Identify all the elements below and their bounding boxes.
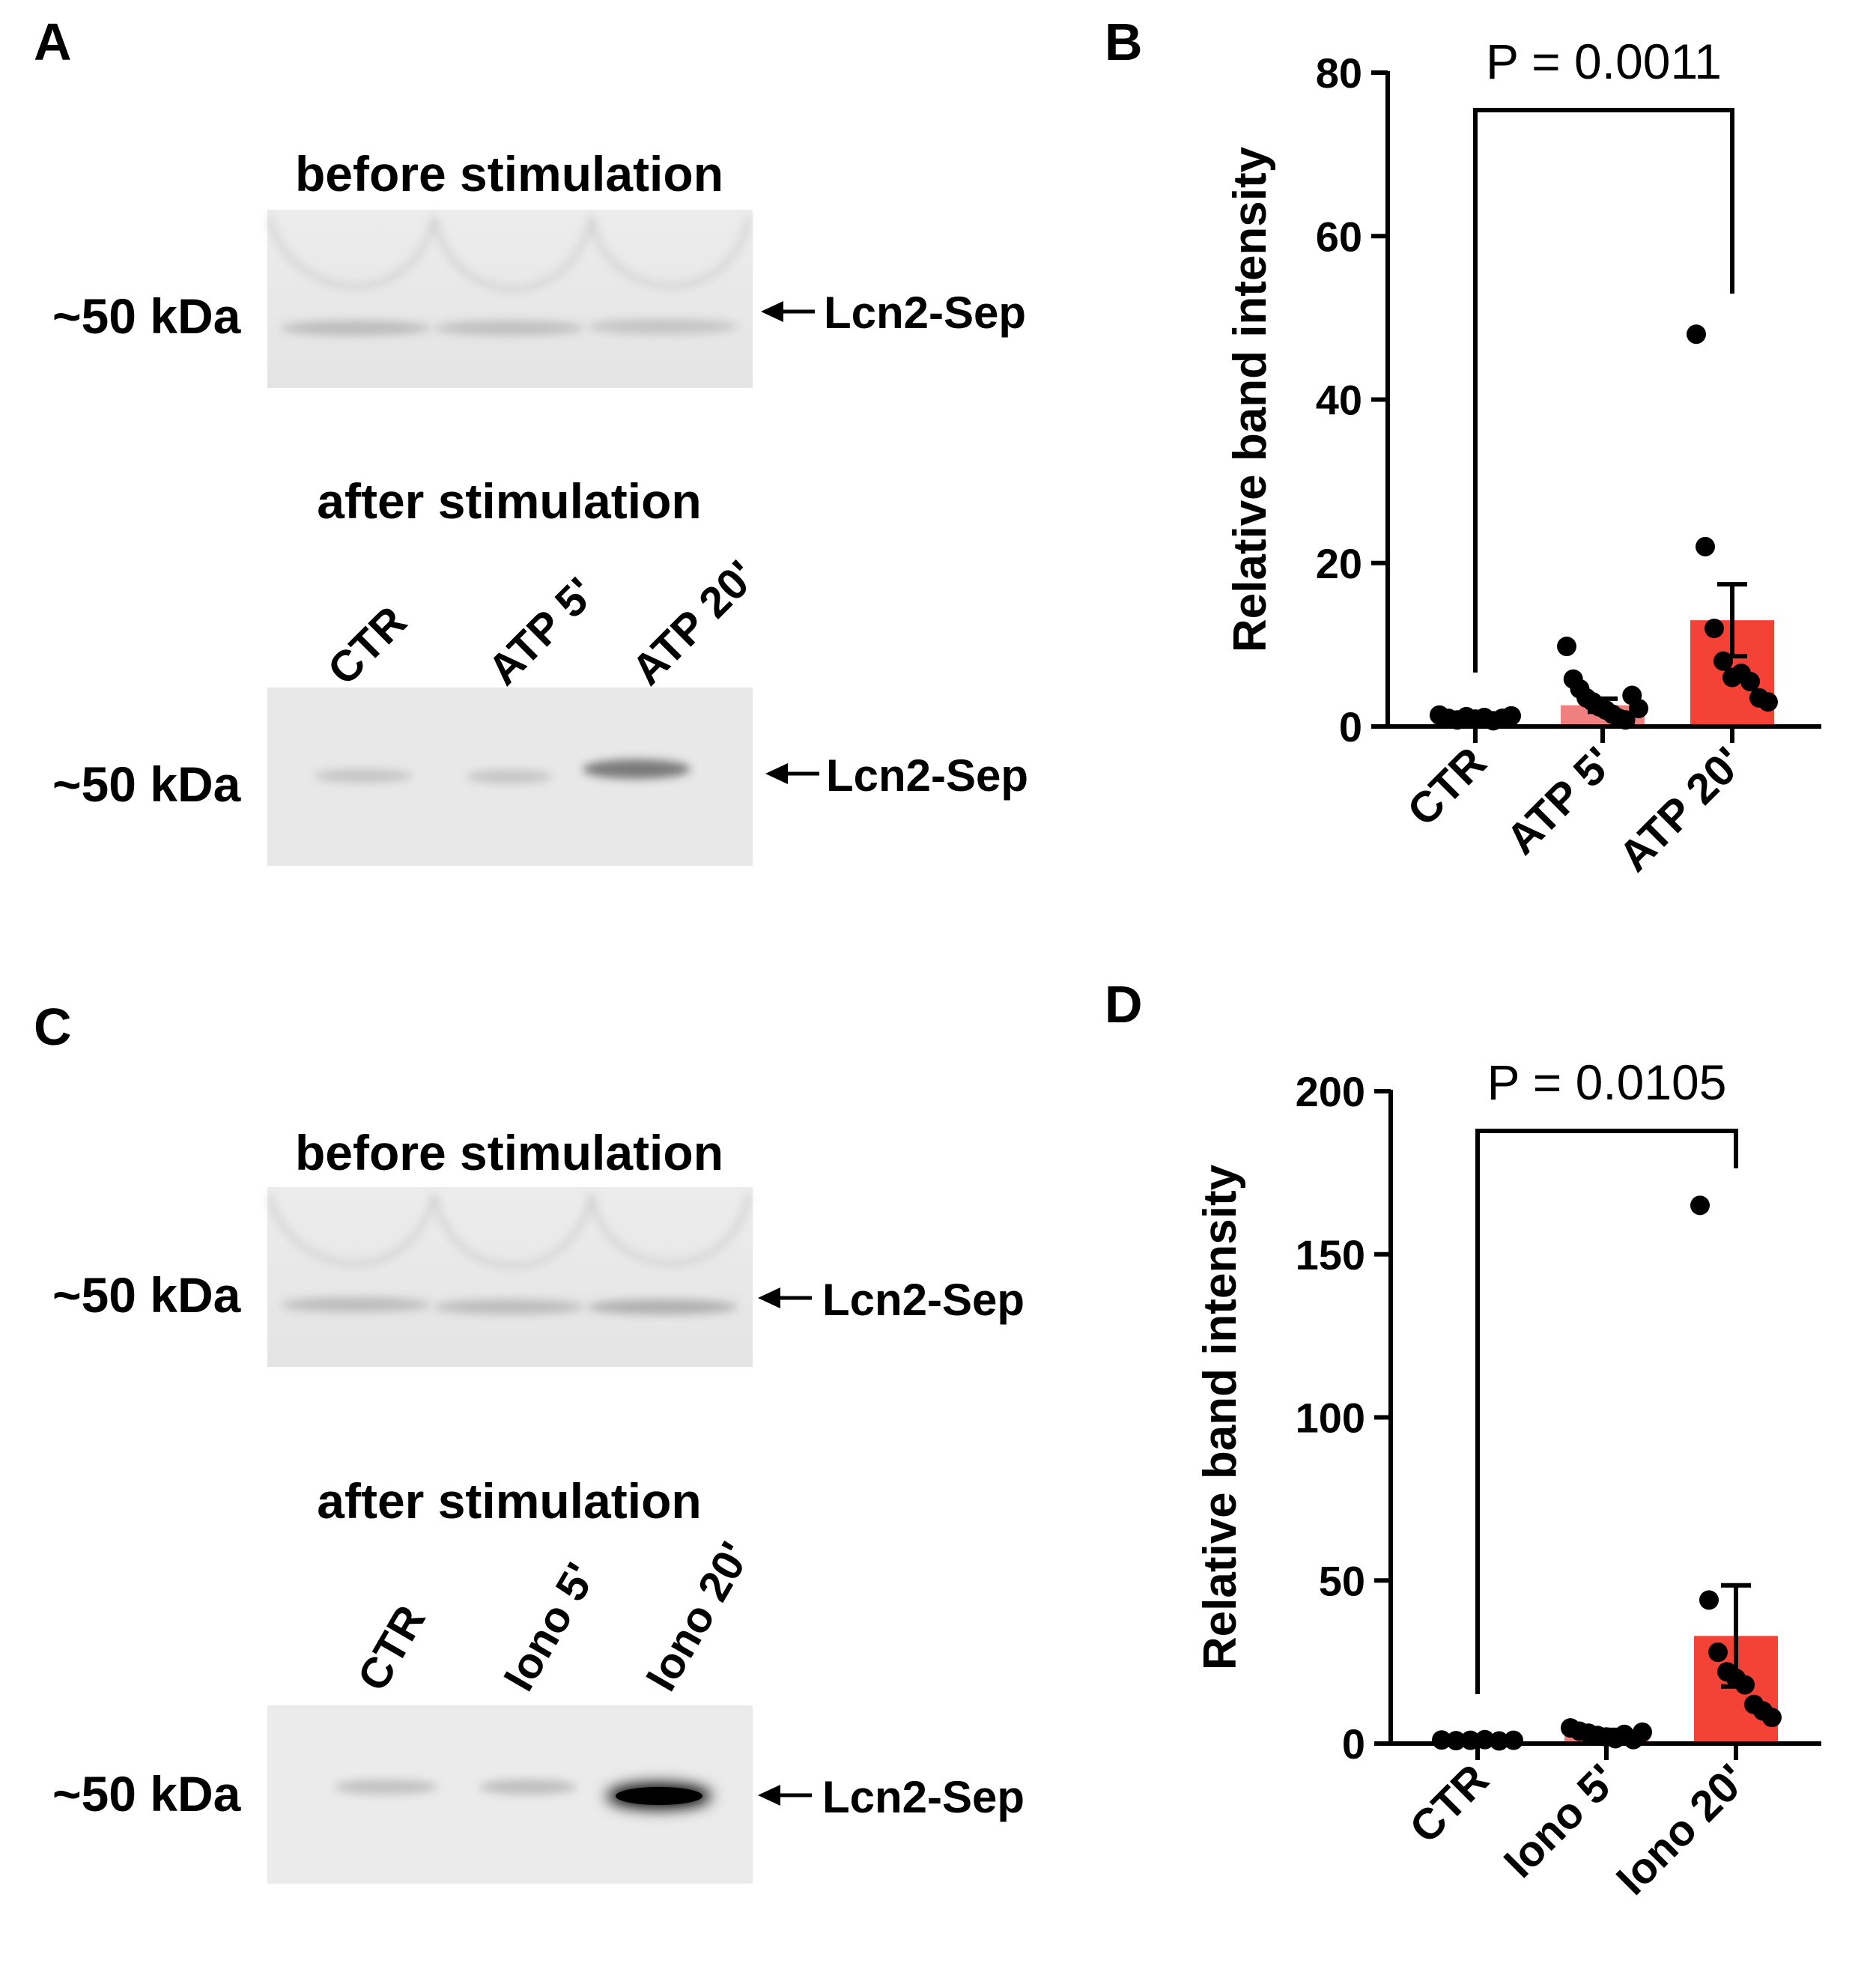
y-tick-label: 50 — [1319, 1557, 1365, 1604]
panel-a-after-title: after stimulation — [317, 473, 701, 529]
band-lane-3 — [588, 1299, 738, 1314]
blot-well-edges — [267, 1194, 751, 1269]
data-point — [1705, 619, 1724, 639]
data-point — [1687, 324, 1706, 345]
significance-bracket — [1473, 108, 1734, 673]
data-point — [1502, 706, 1521, 726]
panel-c-before-title: before stimulation — [295, 1125, 723, 1180]
panel-c: C before stimulation ~50 kDa Lcn2-Sep af… — [34, 998, 1024, 1884]
panel-c-lane-2: Iono 5' — [494, 1555, 606, 1699]
panel-d-label: D — [1105, 975, 1143, 1034]
band-lane-1 — [314, 769, 413, 783]
data-point — [1758, 692, 1778, 712]
data-point — [1762, 1708, 1782, 1728]
y-tick-label: 150 — [1296, 1231, 1365, 1278]
data-point — [1633, 1722, 1652, 1742]
panel-c-after-band-label: Lcn2-Sep — [822, 1772, 1024, 1822]
chart-panel-b: 0 20 40 60 80 CTR ATP 5'ATP 20' Relative band i… — [1224, 34, 1821, 881]
band-lane-3 — [588, 319, 738, 334]
y-tick-label: 100 — [1296, 1395, 1365, 1442]
y-tick-label: 40 — [1316, 377, 1362, 424]
band-lane-2 — [434, 1299, 584, 1314]
arrow-icon — [761, 301, 815, 322]
panel-c-before-blot — [267, 1187, 753, 1367]
panel-c-after-title: after stimulation — [317, 1473, 701, 1529]
y-axis-title: Relative band intensity — [1194, 1164, 1246, 1670]
panel-c-before-band-label: Lcn2-Sep — [822, 1275, 1024, 1325]
significance-bracket — [1475, 1129, 1738, 1694]
x-category-label: Iono 20' — [1607, 1755, 1756, 1904]
x-category-label: CTR — [1400, 1755, 1498, 1852]
blot-well-edges — [267, 216, 751, 291]
panel-a-after-kda: ~50 kDa — [52, 756, 242, 812]
y-tick-label: 200 — [1296, 1068, 1365, 1115]
data-point — [1740, 671, 1760, 691]
band-lane-2 — [434, 321, 584, 336]
data-point — [1557, 637, 1576, 657]
band-lane-1 — [281, 1297, 431, 1312]
arrow-icon — [758, 1287, 812, 1308]
panel-c-after-blot — [267, 1705, 753, 1884]
panel-a-label: A — [34, 13, 72, 71]
panel-a-lane-1: CTR — [318, 597, 416, 694]
panel-c-lane-1: CTR — [348, 1598, 435, 1699]
x-category-label: ATP 20' — [1609, 738, 1752, 881]
panel-c-after-kda: ~50 kDa — [52, 1766, 242, 1821]
band-lane-2 — [466, 770, 553, 783]
arrow-icon — [758, 1785, 812, 1806]
panel-b-label: B — [1105, 13, 1143, 71]
panel-a-before-kda: ~50 kDa — [52, 288, 242, 344]
band-lane-2 — [479, 1780, 577, 1794]
x-category-label: Iono 5' — [1495, 1755, 1627, 1887]
panel-c-lane-3: Iono 20' — [637, 1534, 760, 1699]
y-tick-label: 60 — [1316, 213, 1362, 260]
band-lane-1 — [281, 321, 431, 336]
band-lane-3 — [583, 759, 690, 779]
panel-a-after-band-label: Lcn2-Sep — [826, 750, 1028, 801]
panel-c-before-kda: ~50 kDa — [52, 1267, 242, 1323]
panel-a-before-blot — [267, 210, 753, 388]
data-point — [1699, 1590, 1719, 1610]
panel-a-lane-3: ATP 20' — [622, 551, 765, 694]
panel-a-lane-2: ATP 5' — [479, 568, 604, 694]
y-tick-label: 0 — [1339, 703, 1362, 750]
data-point — [1489, 1731, 1509, 1751]
panel-a-before-band-label: Lcn2-Sep — [824, 288, 1026, 338]
y-tick-label: 20 — [1316, 540, 1362, 587]
panel-c-label: C — [34, 998, 72, 1056]
data-point — [1696, 536, 1715, 556]
data-point — [1504, 1730, 1523, 1750]
band-lane-3 — [616, 1787, 702, 1805]
blot-background — [267, 1187, 753, 1367]
panel-a-before-title: before stimulation — [295, 146, 723, 201]
blot-background — [267, 210, 753, 388]
x-category-label: CTR — [1398, 738, 1496, 835]
panel-a-after-blot — [267, 688, 753, 866]
y-tick-label: 0 — [1342, 1720, 1365, 1768]
data-point — [1708, 1642, 1728, 1663]
p-value-label: P = 0.0105 — [1487, 1055, 1727, 1110]
p-value-label: P = 0.0011 — [1486, 34, 1722, 89]
data-point — [1629, 698, 1648, 718]
band-lane-1 — [333, 1780, 438, 1794]
y-axis-title: Relative band intensity — [1224, 146, 1276, 652]
x-category-label: ATP 5' — [1497, 738, 1623, 864]
y-tick-label: 80 — [1316, 49, 1362, 97]
panel-a: A before stimulation ~50 kDa Lcn2-Sep af… — [34, 13, 1028, 866]
data-point — [1690, 1195, 1710, 1216]
arrow-icon — [765, 763, 819, 784]
